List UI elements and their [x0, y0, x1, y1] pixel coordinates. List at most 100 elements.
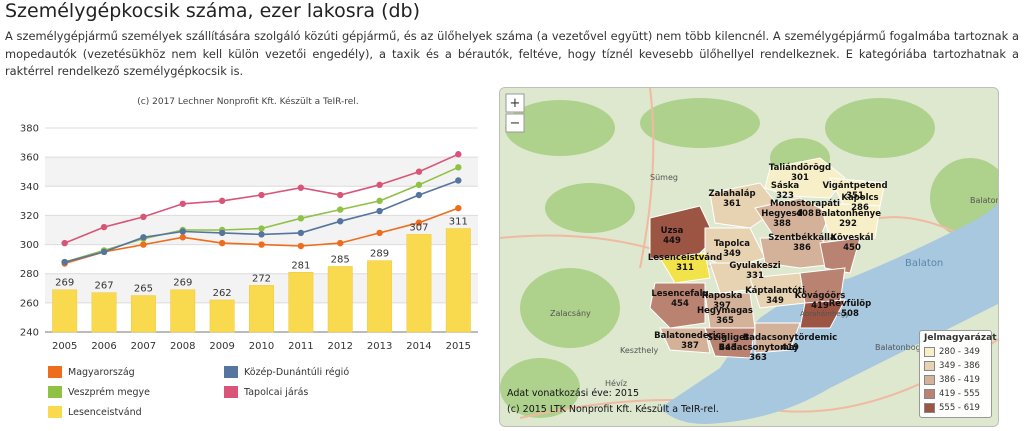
series-point [376, 197, 383, 205]
legend-label: Magyarország [68, 366, 135, 378]
settlement-value: 331 [746, 271, 764, 281]
series-point [455, 164, 462, 171]
settlement-name: Gyulakeszi [729, 261, 780, 271]
settlement-name: Vigántpetend [822, 181, 887, 191]
y-tick-label: 240 [20, 328, 39, 339]
settlement-value: 349 [723, 249, 741, 259]
map-legend-row: 555 - 619 [924, 401, 987, 415]
map-legend-row: 386 - 419 [924, 373, 987, 387]
chart-grid [45, 127, 478, 333]
chart-labels: 240 260 280 300 320 340 360 380 269 267 265 269 262 2… [20, 124, 471, 353]
series-point [61, 239, 68, 247]
settlement-value: 408 [796, 209, 814, 219]
settlement-name: Balatonederics [654, 331, 726, 341]
map-legend-swatch [924, 375, 935, 385]
place-label: Sümeg [650, 173, 678, 182]
settlement-name: Hegyesd [761, 209, 802, 219]
bar [249, 285, 274, 333]
settlement-value: 286 [851, 203, 869, 213]
series-point [337, 239, 344, 247]
series-point [258, 225, 265, 232]
legend-item[interactable]: Veszprém megye [48, 386, 150, 398]
bar-data-label: 311 [449, 217, 468, 228]
settlement-name: Kővágóörs [795, 290, 846, 301]
settlement-name: Köveskál [831, 233, 874, 243]
settlement-name: Lesenceistvánd [648, 253, 722, 263]
map-canvas[interactable]: Sümeg Balatonederics Balaton Zalacsány H… [500, 88, 999, 427]
map-legend-row: 419 - 555 [924, 387, 987, 401]
settlement-value: 419 [781, 343, 799, 353]
legend-swatch [224, 366, 238, 378]
map-legend-label: 280 - 349 [939, 347, 980, 357]
map-legend-swatch [924, 389, 935, 399]
map-place-labels: Sümeg Balatonederics Balaton Zalacsány H… [550, 173, 998, 388]
legend-label: Közép-Dunántúli régió [244, 366, 350, 378]
zoom-in-button[interactable] [505, 93, 525, 113]
series-point [415, 181, 423, 189]
legend-swatch [224, 386, 238, 398]
place-label: Hévíz [605, 378, 627, 388]
series-point [337, 191, 344, 199]
legend-item[interactable]: Lesenceistvánd [48, 406, 142, 418]
series-point [258, 191, 265, 199]
settlement-value: 292 [839, 219, 857, 229]
bar-data-label: 285 [331, 254, 350, 265]
x-tick-label: 2011 [288, 341, 313, 352]
series-point [140, 241, 147, 248]
settlement-value: 386 [793, 243, 811, 253]
settlement-value: 454 [671, 299, 689, 309]
map-legend-swatch [924, 347, 935, 357]
x-tick-label: 2008 [170, 341, 195, 352]
place-label: Balaton [905, 258, 943, 269]
map-panel[interactable]: Sümeg Balatonederics Balaton Zalacsány H… [499, 87, 999, 427]
bar [327, 266, 353, 333]
series-point [415, 219, 423, 226]
series-point [337, 218, 344, 225]
legend-item[interactable]: Tapolcai járás [224, 386, 308, 398]
zoom-out-button[interactable] [505, 113, 525, 133]
series-point [140, 234, 147, 241]
legend-item[interactable]: Magyarország [48, 366, 135, 378]
chart-panel: (c) 2017 Lechner Nonprofit Kft. Készült … [0, 90, 490, 431]
minus-icon: − [510, 116, 521, 131]
place-label: Zalacsány [550, 309, 591, 318]
page-title: Személygépkocsik száma, ezer lakosra (db… [5, 0, 421, 22]
map-legend: Jelmagyarázat 280 - 349 349 - 386 386 - 41… [919, 330, 997, 418]
y-tick-label: 360 [20, 153, 39, 164]
settlement-name: Tapolca [714, 239, 750, 249]
y-tick-label: 380 [20, 124, 39, 135]
bar [91, 292, 117, 333]
place-label: Keszthely [620, 346, 658, 355]
settlement-value: 323 [776, 191, 794, 201]
settlement-name: Révfülöp [829, 298, 871, 309]
settlement-name: Uzsa [661, 226, 684, 236]
legend-item[interactable]: Közép-Dunántúli régió [224, 366, 349, 378]
series-point [61, 258, 68, 266]
series-point [455, 151, 462, 158]
bar [288, 272, 314, 333]
bar-data-label: 269 [173, 278, 192, 289]
series-point [415, 191, 423, 199]
series-point [100, 248, 108, 256]
map-legend-title: Jelmagyarázat [924, 333, 997, 343]
bar [209, 299, 235, 333]
y-tick-label: 300 [20, 240, 39, 251]
legend-label: Veszprém megye [68, 386, 150, 398]
bar-data-label: 289 [370, 249, 389, 260]
settlement-name: Szigliget [707, 333, 749, 343]
map-legend-label: 419 - 555 [939, 389, 980, 399]
settlement-value: 363 [749, 353, 767, 363]
settlement-name: Balatonhenye [815, 209, 881, 219]
bar [170, 289, 196, 333]
settlement-value: 449 [663, 236, 681, 246]
settlement-name: Taliándörögd [769, 163, 831, 173]
series-point [179, 234, 186, 241]
map-legend-swatch [924, 403, 935, 413]
settlement-value: 443 [719, 343, 737, 353]
y-tick-label: 340 [20, 182, 39, 193]
settlement-value: 361 [723, 199, 741, 209]
x-tick-label: 2012 [328, 341, 353, 352]
series-point [297, 184, 305, 191]
series-point [297, 242, 305, 250]
settlement-value: 508 [841, 309, 859, 319]
